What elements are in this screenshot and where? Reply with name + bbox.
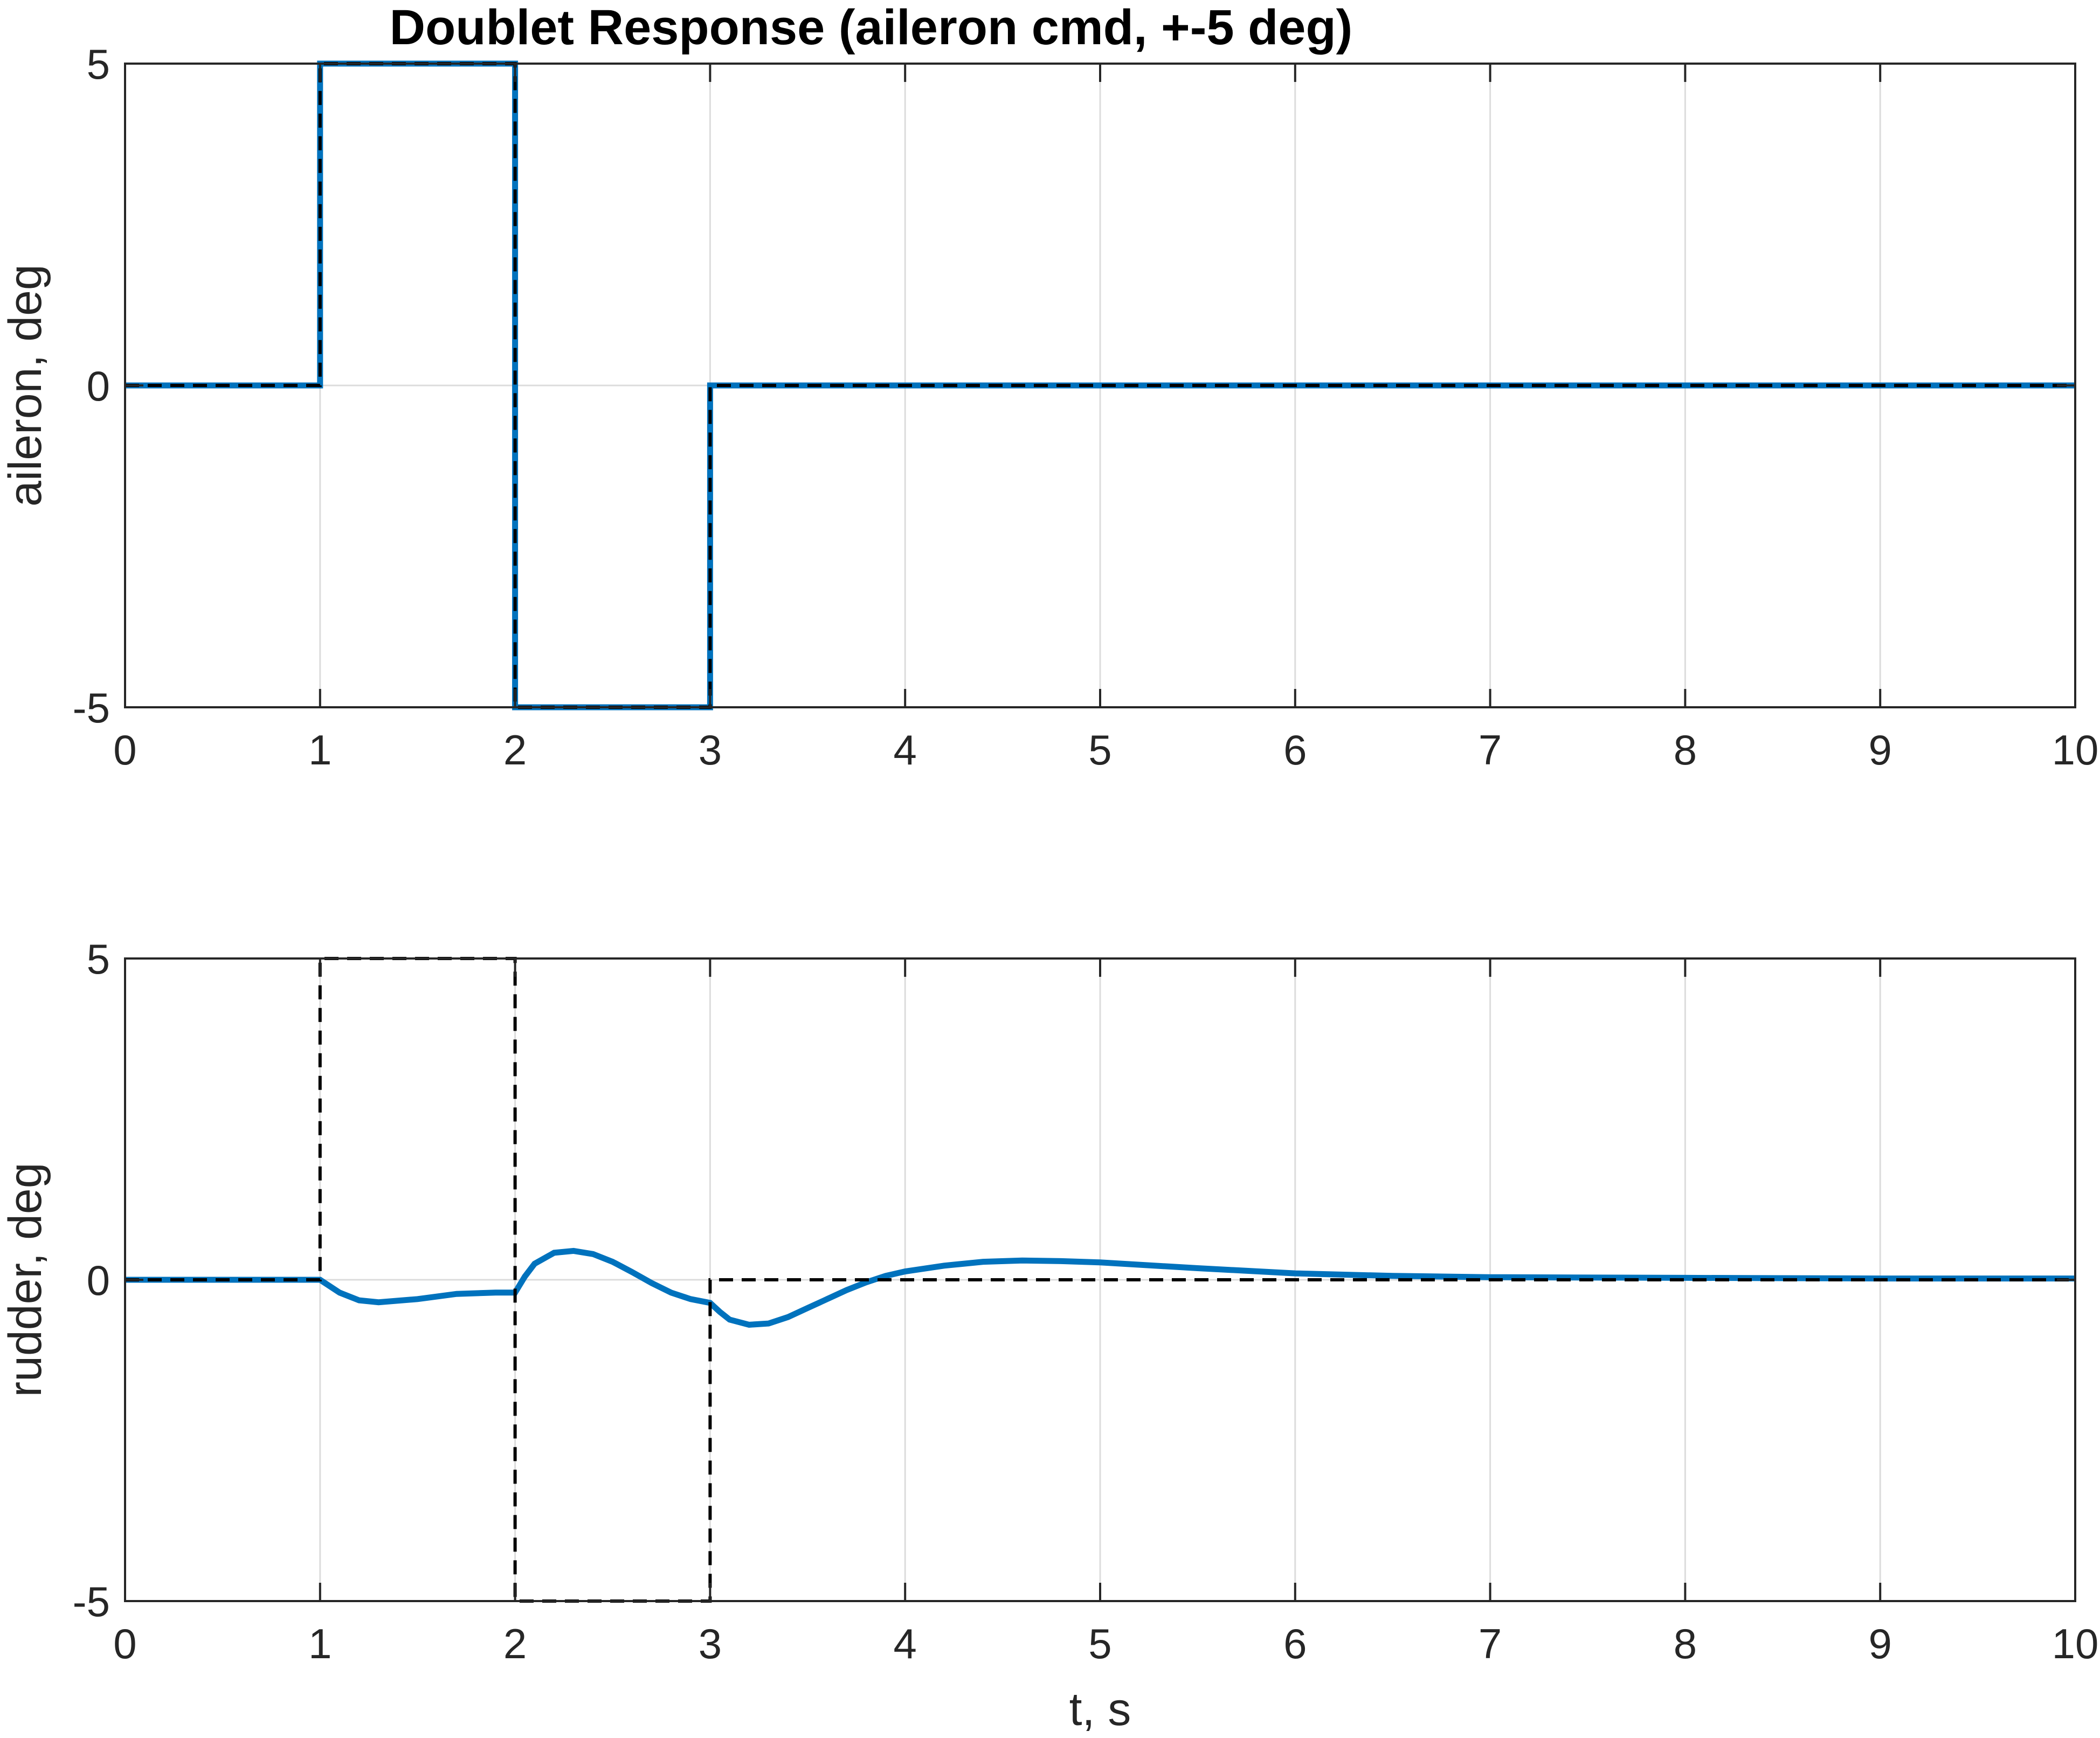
aileron-subplot: 0 1 2 3 4 5 6 7 8 9 10 -505 aileron, deg — [0, 40, 2098, 774]
aileron-x-tick-label-8: 8 — [1674, 726, 1697, 774]
aileron-x-ticks: 0 1 2 3 4 5 6 7 8 9 10 — [113, 64, 2098, 774]
rudder-subplot: 0 1 2 3 4 5 6 7 8 9 10 -505 rudder, deg t, s — [0, 935, 2098, 1735]
rudder-x-tick-label-5: 5 — [1088, 1620, 1111, 1667]
figure-title: Doublet Response (aileron cmd, +-5 deg) — [390, 0, 1353, 55]
rudder-x-tick-label-7: 7 — [1479, 1620, 1502, 1667]
rudder-series-solid-line — [125, 1247, 2075, 1328]
aileron-x-tick-label-2: 2 — [503, 726, 527, 774]
aileron-x-tick-label-3: 3 — [699, 726, 722, 774]
rudder-x-tick-label-0: 0 — [113, 1620, 136, 1667]
aileron-series-dashed-line — [125, 62, 2075, 709]
rudder-x-tick-label-6: 6 — [1283, 1620, 1307, 1667]
aileron-y-tick-label-0: -5 — [73, 684, 110, 732]
aileron-x-tick-label-9: 9 — [1869, 726, 1892, 774]
rudder-x-tick-label-9: 9 — [1869, 1620, 1892, 1667]
aileron-x-tick-label-4: 4 — [894, 726, 917, 774]
rudder-y-ticks: -5 0 5 — [73, 935, 2075, 1625]
aileron-y-ticks: -5 0 5 — [73, 40, 2075, 732]
rudder-x-tick-label-10: 10 — [2052, 1620, 2099, 1667]
rudder-x-tick-label-8: 8 — [1674, 1620, 1697, 1667]
aileron-y-axis-label: aileron, deg — [0, 264, 51, 506]
rudder-y-tick-label-2: 5 — [87, 935, 110, 983]
aileron-x-tick-label-5: 5 — [1088, 726, 1111, 774]
aileron-x-tick-label-0: 0 — [113, 726, 136, 774]
rudder-x-ticks: 0 1 2 3 4 5 6 7 8 9 10 — [113, 958, 2098, 1667]
rudder-x-tick-label-4: 4 — [894, 1620, 917, 1667]
rudder-x-tick-label-2: 2 — [503, 1620, 527, 1667]
aileron-series-group — [125, 60, 2075, 711]
rudder-y-tick-label-0: -5 — [73, 1578, 110, 1625]
rudder-x-tick-label-1: 1 — [308, 1620, 331, 1667]
aileron-x-tick-label-10: 10 — [2052, 726, 2099, 774]
aileron-x-tick-label-1: 1 — [308, 726, 331, 774]
rudder-series-group — [125, 957, 2075, 1603]
aileron-y-tick-label-1: 0 — [87, 362, 110, 410]
aileron-x-tick-label-6: 6 — [1283, 726, 1307, 774]
rudder-series-dashed-line — [125, 957, 2075, 1603]
aileron-x-tick-label-7: 7 — [1479, 726, 1502, 774]
rudder-x-axis-label: t, s — [1069, 1684, 1131, 1735]
rudder-y-axis-label: rudder, deg — [0, 1162, 51, 1397]
rudder-x-tick-label-3: 3 — [699, 1620, 722, 1667]
aileron-y-tick-label-2: 5 — [87, 40, 110, 88]
rudder-y-tick-label-1: 0 — [87, 1257, 110, 1304]
